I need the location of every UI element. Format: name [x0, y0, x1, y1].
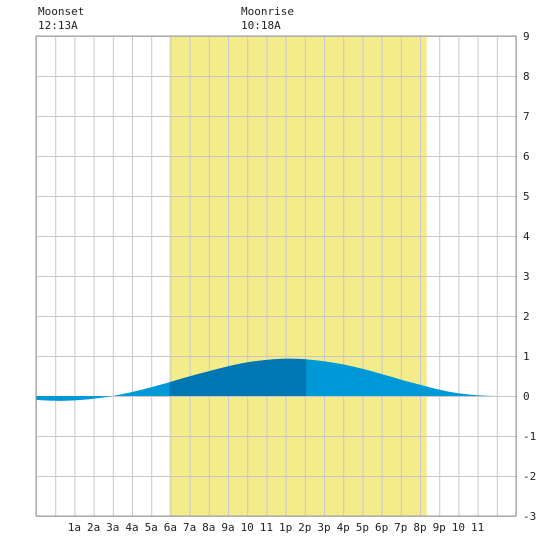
x-tick-label: 9a — [221, 521, 234, 534]
x-tick-label: 6p — [375, 521, 388, 534]
y-tick-label: -1 — [523, 430, 536, 443]
x-tick-label: 1a — [68, 521, 81, 534]
x-tick-label: 5p — [356, 521, 369, 534]
moonrise-time: 10:18A — [241, 19, 281, 32]
x-tick-label: 1p — [279, 521, 292, 534]
y-tick-label: -3 — [523, 510, 536, 523]
x-tick-label: 11 — [260, 521, 273, 534]
x-tick-label: 7p — [394, 521, 407, 534]
y-tick-label: 0 — [523, 390, 530, 403]
x-tick-label: 7a — [183, 521, 196, 534]
y-tick-label: 3 — [523, 270, 530, 283]
x-tick-label: 4a — [125, 521, 138, 534]
x-tick-label: 5a — [145, 521, 158, 534]
moonset-time: 12:13A — [38, 19, 78, 32]
y-tick-label: 8 — [523, 70, 530, 83]
x-tick-label: 6a — [164, 521, 177, 534]
plot-border — [35, 35, 517, 517]
x-tick-label: 11 — [471, 521, 484, 534]
y-tick-label: 4 — [523, 230, 530, 243]
x-tick-label: 3a — [106, 521, 119, 534]
x-tick-label: 10 — [241, 521, 254, 534]
y-tick-label: 7 — [523, 110, 530, 123]
x-tick-label: 8a — [202, 521, 215, 534]
x-tick-label: 8p — [413, 521, 426, 534]
tide-area-daytime — [169, 358, 307, 396]
x-tick-label: 3p — [317, 521, 330, 534]
x-tick-label: 4p — [337, 521, 350, 534]
x-tick-label: 9p — [433, 521, 446, 534]
x-tick-label: 10 — [452, 521, 465, 534]
moonset-label: Moonset — [38, 5, 85, 18]
y-tick-label: 6 — [523, 150, 530, 163]
y-tick-label: 1 — [523, 350, 530, 363]
y-tick-label: 2 — [523, 310, 530, 323]
y-tick-label: -2 — [523, 470, 536, 483]
moonrise-label: Moonrise — [241, 5, 294, 18]
x-tick-label: 2a — [87, 521, 100, 534]
y-tick-label: 9 — [523, 30, 530, 43]
x-tick-label: 2p — [298, 521, 311, 534]
y-tick-label: 5 — [523, 190, 530, 203]
